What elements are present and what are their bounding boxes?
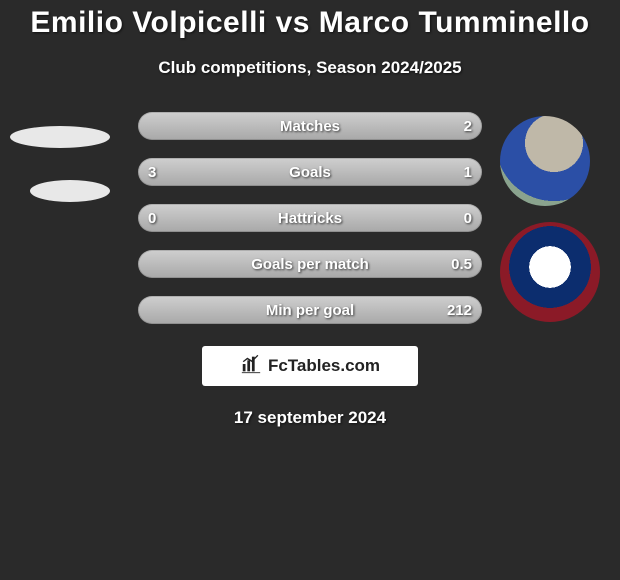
generated-date: 17 september 2024: [0, 408, 620, 428]
stat-value-left: 3: [148, 158, 156, 186]
player1-photo-placeholder: [10, 126, 110, 148]
brand-text: FcTables.com: [268, 356, 380, 376]
stat-label: Goals per match: [138, 250, 482, 278]
chart-icon: [240, 353, 262, 380]
player1-club-placeholder: [30, 180, 110, 202]
player2-club-crest: [500, 222, 600, 322]
stat-row: Hattricks0 0: [138, 204, 482, 232]
brand-badge[interactable]: FcTables.com: [202, 346, 418, 386]
page-title: Emilio Volpicelli vs Marco Tumminello: [0, 6, 620, 40]
stat-label: Matches: [138, 112, 482, 140]
stat-row: Min per goal212: [138, 296, 482, 324]
stat-value-right: 1: [464, 158, 472, 186]
stat-value-left: 0: [148, 204, 156, 232]
stat-value-right: 0.5: [451, 250, 472, 278]
stat-row: Matches2: [138, 112, 482, 140]
stat-value-right: 2: [464, 112, 472, 140]
stat-row: Goals3 1: [138, 158, 482, 186]
page-subtitle: Club competitions, Season 2024/2025: [0, 58, 620, 78]
stats-list: Matches2 Goals3 1 Hattricks0 0 Goals per matc…: [138, 112, 482, 324]
stat-row: Goals per match0.5: [138, 250, 482, 278]
comparison-card: Emilio Volpicelli vs Marco Tumminello Cl…: [0, 0, 620, 428]
player2-photo: [500, 116, 590, 206]
stat-label: Goals: [138, 158, 482, 186]
stat-value-right: 0: [464, 204, 472, 232]
stat-label: Hattricks: [138, 204, 482, 232]
stat-label: Min per goal: [138, 296, 482, 324]
stat-value-right: 212: [447, 296, 472, 324]
